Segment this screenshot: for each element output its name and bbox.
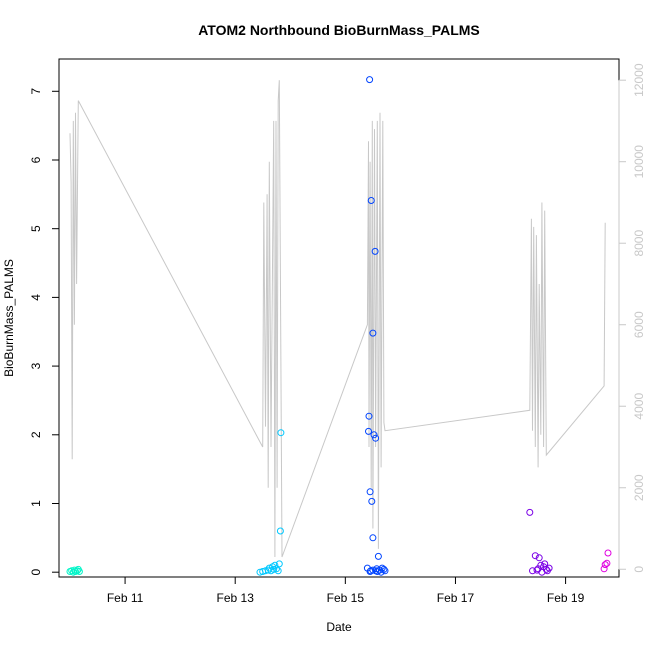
data-point (366, 568, 374, 575)
x-tick-label: Feb 13 (217, 591, 255, 605)
data-point (276, 527, 284, 535)
data-point (545, 564, 553, 572)
data-point (369, 329, 377, 337)
y-axis-right: 0 2000 4000 6000 8000 10000 12000 (618, 63, 646, 573)
data-point (75, 568, 83, 575)
data-point (372, 434, 380, 442)
y2-tick-label: 4000 (632, 393, 646, 420)
y-axis-title: BioBurnMass_PALMS (2, 259, 16, 377)
data-point (526, 508, 534, 516)
data-point (270, 565, 278, 573)
data-point (369, 534, 377, 542)
gray-line-layer (69, 80, 606, 558)
data-point (380, 565, 388, 573)
data-point (366, 488, 374, 496)
chart-title: ATOM2 Northbound BioBurnMass_PALMS (198, 22, 480, 38)
y-tick-label: 2 (29, 431, 43, 438)
data-point (366, 76, 374, 84)
y2-tick-label: 10000 (632, 145, 646, 179)
data-point (535, 554, 543, 562)
y2-tick-label: 12000 (632, 63, 646, 97)
data-point (603, 559, 611, 567)
x-tick-label: Feb 15 (327, 591, 365, 605)
data-point (374, 552, 382, 560)
y-tick-label: 7 (29, 88, 43, 95)
y-tick-label: 1 (29, 500, 43, 507)
data-point (531, 552, 539, 560)
data-point (274, 567, 282, 575)
data-point (371, 247, 379, 255)
x-axis-title: Date (326, 620, 352, 634)
point-layer (66, 76, 612, 576)
plot-frame (58, 58, 620, 578)
gray-line-series (69, 80, 606, 558)
y-axis-left: 0 1 2 3 4 5 6 7 (29, 88, 60, 576)
data-point (365, 427, 372, 435)
data-point (277, 429, 285, 437)
x-axis: Feb 11 Feb 13 Feb 15 Feb 17 Feb 19 (107, 576, 585, 605)
y-tick-label: 3 (29, 362, 43, 369)
data-point (70, 566, 78, 574)
data-point (604, 549, 612, 557)
y2-tick-label: 0 (632, 566, 646, 573)
data-point (365, 412, 373, 420)
x-tick-label: Feb 19 (547, 591, 585, 605)
data-point (601, 561, 609, 569)
data-point (367, 197, 375, 204)
data-point (370, 431, 378, 439)
y2-tick-label: 8000 (632, 230, 646, 257)
x-tick-label: Feb 17 (437, 591, 475, 605)
data-point (600, 565, 608, 573)
y-tick-label: 6 (29, 156, 43, 163)
data-point (381, 567, 389, 575)
data-point (271, 561, 279, 569)
data-point (368, 497, 376, 505)
y2-tick-label: 2000 (632, 474, 646, 501)
y-tick-label: 4 (29, 294, 43, 301)
y-tick-label: 0 (29, 569, 43, 576)
y-tick-label: 5 (29, 225, 43, 232)
data-point (275, 560, 283, 568)
y2-tick-label: 6000 (632, 311, 646, 338)
x-tick-label: Feb 11 (107, 591, 144, 605)
